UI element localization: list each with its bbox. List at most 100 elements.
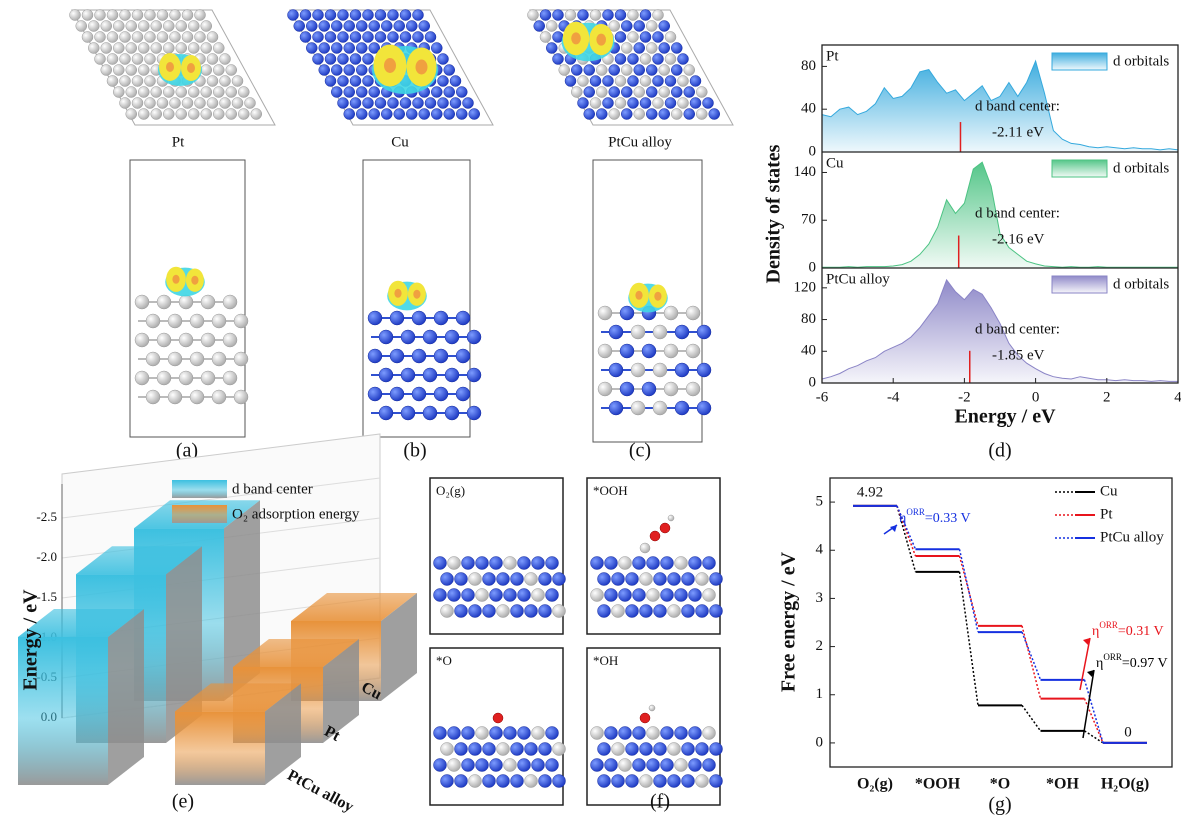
- y-tick-label: 40: [801, 101, 816, 117]
- atom: [565, 76, 576, 87]
- atom: [363, 32, 374, 43]
- atom: [633, 557, 646, 570]
- y-tick-label: 5: [816, 494, 824, 510]
- atom: [126, 109, 137, 120]
- atom: [338, 76, 349, 87]
- atom: [120, 98, 131, 109]
- atom: [375, 10, 386, 21]
- atom: [113, 65, 124, 76]
- atom: [441, 573, 454, 586]
- caption: Pt: [172, 134, 185, 150]
- atom: [646, 43, 657, 54]
- atom: [612, 573, 625, 586]
- caption: PtCu alloy: [608, 134, 672, 150]
- overpotential-label: ηORR=0.33 V: [899, 507, 971, 526]
- atom: [201, 21, 212, 32]
- atom: [646, 109, 657, 120]
- atom: [646, 21, 657, 32]
- atom: [120, 32, 131, 43]
- atom: [598, 775, 611, 788]
- atom: [621, 65, 632, 76]
- atom: [425, 98, 436, 109]
- atom: [207, 32, 218, 43]
- atom: [653, 54, 664, 65]
- atom: [626, 743, 639, 756]
- atom: [201, 295, 215, 309]
- atom: [640, 713, 650, 723]
- frame: [830, 478, 1172, 767]
- atom: [628, 76, 639, 87]
- atom: [668, 775, 681, 788]
- atom: [207, 54, 218, 65]
- atom: [201, 65, 212, 76]
- atom: [176, 109, 187, 120]
- atom: [438, 54, 449, 65]
- atom: [390, 387, 404, 401]
- connector: [1022, 705, 1041, 731]
- panel-label: (c): [629, 440, 651, 462]
- x-tick-label: *OOH: [915, 776, 961, 793]
- x-tick-label: 0: [1032, 389, 1040, 405]
- y-tick-label: 140: [794, 164, 817, 180]
- atom: [609, 65, 620, 76]
- atom: [234, 314, 248, 328]
- atom: [182, 32, 193, 43]
- atom: [497, 775, 510, 788]
- atom: [319, 21, 330, 32]
- text: =0.31 V: [1118, 624, 1164, 639]
- atom: [195, 98, 206, 109]
- atom: [434, 311, 448, 325]
- atom: [633, 759, 646, 772]
- atom: [696, 775, 709, 788]
- atom: [188, 87, 199, 98]
- atom: [467, 368, 481, 382]
- atom: [511, 605, 524, 618]
- atom: [631, 401, 645, 415]
- y-tick-label: 0: [809, 143, 817, 159]
- atom: [438, 98, 449, 109]
- atom: [615, 54, 626, 65]
- atom: [434, 759, 447, 772]
- x-axis-title: Energy / eV: [954, 406, 1056, 428]
- atom: [300, 32, 311, 43]
- atom: [653, 76, 664, 87]
- atom: [179, 371, 193, 385]
- atom: [356, 109, 367, 120]
- atom: [462, 589, 475, 602]
- y-tick-label: 1: [816, 686, 824, 702]
- atom: [596, 87, 607, 98]
- atom: [232, 98, 243, 109]
- charge-orange: [654, 292, 661, 301]
- atom: [647, 589, 660, 602]
- atom: [659, 21, 670, 32]
- atom: [490, 557, 503, 570]
- atom: [703, 98, 714, 109]
- overpotential-label: ηORR=0.97 V: [1096, 652, 1168, 671]
- atom: [504, 589, 517, 602]
- atom: [532, 727, 545, 740]
- atom: [306, 43, 317, 54]
- value-label: 0: [1124, 724, 1132, 740]
- atom: [661, 759, 674, 772]
- atom: [483, 605, 496, 618]
- charge-orange: [384, 58, 396, 73]
- atom: [665, 32, 676, 43]
- atom: [126, 65, 137, 76]
- atom: [419, 109, 430, 120]
- atom: [598, 344, 612, 358]
- page: {"panels": { "a": {"caption": "Pt", "lab…: [0, 0, 1181, 822]
- atom: [157, 98, 168, 109]
- atom: [584, 65, 595, 76]
- x-tick-label: *OH: [1046, 776, 1079, 793]
- superscript: ORR: [906, 507, 925, 517]
- atom: [668, 515, 674, 521]
- x-tick-label: -4: [887, 389, 900, 405]
- atom: [546, 21, 557, 32]
- atom: [455, 775, 468, 788]
- atom: [619, 589, 632, 602]
- atom: [412, 311, 426, 325]
- atom: [368, 349, 382, 363]
- atom: [95, 54, 106, 65]
- atom: [369, 87, 380, 98]
- atom: [413, 10, 424, 21]
